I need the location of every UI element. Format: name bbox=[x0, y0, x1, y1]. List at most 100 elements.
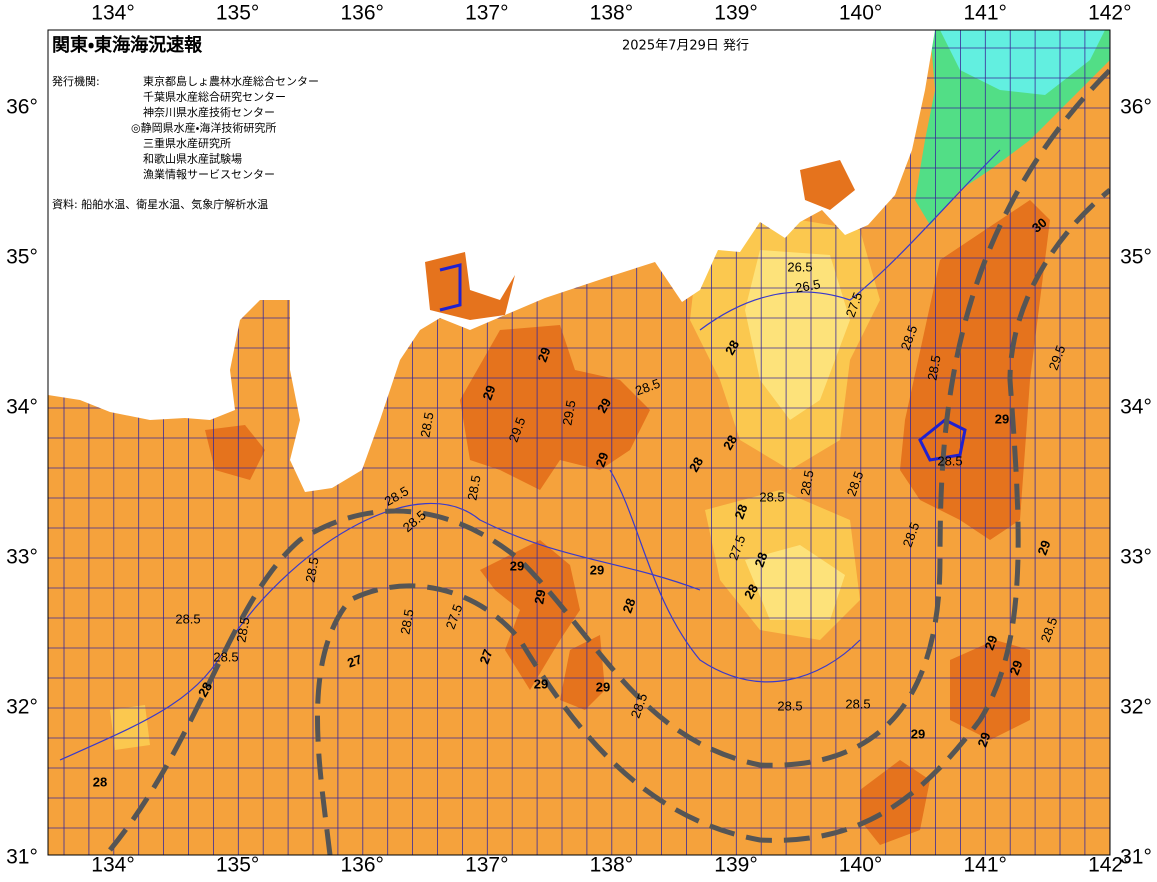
contour-label: 29.5 bbox=[559, 399, 578, 427]
current-axis bbox=[108, 68, 1110, 852]
contour-label: 28 bbox=[722, 337, 742, 357]
lat-label-left: 31° bbox=[6, 846, 38, 869]
lat-label-right: 35° bbox=[1120, 246, 1152, 269]
hot-zone bbox=[205, 425, 265, 480]
lon-label-bottom: 136° bbox=[340, 854, 383, 877]
contour-label: 27 bbox=[476, 647, 495, 666]
contour-label: 29 bbox=[981, 633, 1000, 652]
lon-label-top: 139° bbox=[714, 2, 757, 25]
source: 資料: 船舶水温、衛星水温、気象庁解析水温 bbox=[52, 197, 268, 211]
bay bbox=[800, 160, 855, 210]
issuer: 東京都島しょ農林水産総合センター bbox=[143, 74, 319, 88]
axes: 134° 134° 135° 135° 136° 136° 137° 137° 138° 138°… bbox=[6, 2, 1152, 877]
issuer: 千葉県水産総合研究センター bbox=[143, 90, 286, 104]
issuer: 三重県水産研究所 bbox=[143, 136, 231, 150]
hot-zone bbox=[860, 760, 930, 845]
contour-label: 28 bbox=[720, 432, 740, 452]
contour-label: 28.5 bbox=[937, 453, 962, 468]
contour-label: 29 bbox=[911, 726, 925, 741]
contour-label: 29 bbox=[974, 730, 993, 749]
lon-label-bottom: 135° bbox=[216, 854, 259, 877]
current-axis bbox=[315, 188, 1110, 855]
lon-label-bottom: 140° bbox=[839, 854, 882, 877]
contour-label: 28.5 bbox=[759, 489, 784, 504]
lon-label-top: 136° bbox=[340, 2, 383, 25]
contour-label: 29 bbox=[479, 383, 498, 402]
contour-label: 29 bbox=[510, 558, 524, 573]
contour-label: 28.5 bbox=[397, 608, 416, 636]
lon-label-bottom: 139° bbox=[714, 854, 757, 877]
contour-label: 29 bbox=[531, 588, 548, 605]
land bbox=[48, 30, 935, 492]
lon-label-top: 137° bbox=[465, 2, 508, 25]
hot-zone bbox=[950, 640, 1030, 740]
contour-label: 28.5 bbox=[213, 649, 238, 664]
lon-label-top: 138° bbox=[590, 2, 633, 25]
contour-label: 28.5 bbox=[777, 698, 802, 713]
lat-label-left: 33° bbox=[6, 546, 38, 569]
contour-label: 28.5 bbox=[302, 556, 321, 584]
contour-label: 28 bbox=[731, 502, 750, 521]
contour-line bbox=[918, 418, 967, 462]
contour-label: 26.5 bbox=[794, 276, 822, 295]
issuer: ◎静岡県水産・海洋技術研究所 bbox=[131, 121, 276, 135]
contour-label: 28.5 bbox=[175, 611, 200, 626]
lat-label-right: 34° bbox=[1120, 396, 1152, 419]
lon-label-bottom: 142° bbox=[1088, 854, 1131, 877]
contour-label: 28.5 bbox=[233, 616, 252, 644]
contour-label: 28.5 bbox=[797, 469, 816, 497]
lat-label-left: 35° bbox=[6, 246, 38, 269]
contour-label: 28.5 bbox=[464, 474, 483, 502]
contour-label: 29 bbox=[534, 345, 553, 364]
cool-zone bbox=[745, 250, 850, 420]
contour-label: 29 bbox=[590, 562, 604, 577]
contour-label: 29 bbox=[596, 679, 610, 694]
issuers-label: 発行機関: bbox=[52, 74, 100, 88]
contour-label: 28 bbox=[741, 581, 761, 601]
cool-zone bbox=[745, 545, 845, 620]
issuers: 東京都島しょ農林水産総合センター千葉県水産総合研究センター神奈川県水産技術センタ… bbox=[131, 74, 319, 181]
contour-label: 28 bbox=[686, 454, 706, 474]
lon-label-top: 142° bbox=[1088, 2, 1131, 25]
map-frame bbox=[47, 29, 1111, 856]
lat-label-right: 32° bbox=[1120, 696, 1152, 719]
lat-label-right: 33° bbox=[1120, 546, 1152, 569]
contour-label: 28.5 bbox=[845, 696, 870, 711]
contour-label: 28.5 bbox=[417, 411, 436, 439]
hot-zone bbox=[900, 200, 1050, 540]
lon-label-top: 140° bbox=[839, 2, 882, 25]
hot-zone bbox=[560, 635, 605, 710]
lon-label-bottom: 138° bbox=[590, 854, 633, 877]
lon-label-bottom: 141° bbox=[963, 854, 1006, 877]
issue-date: 2025年7月29日 発行 bbox=[622, 39, 749, 54]
lon-label-top: 141° bbox=[963, 2, 1006, 25]
lon-label-bottom: 137° bbox=[465, 854, 508, 877]
cold-zone bbox=[940, 30, 1105, 95]
contour-label: 28.5 bbox=[924, 354, 943, 382]
contour-label: 29 bbox=[592, 450, 611, 469]
lat-label-right: 31° bbox=[1120, 846, 1152, 869]
contour-label: 28 bbox=[751, 550, 770, 569]
contour-label: 28 bbox=[619, 596, 638, 615]
contour-label: 26.5 bbox=[787, 259, 812, 274]
contour-label: 29 bbox=[1034, 538, 1053, 557]
issuer: 神奈川県水産技術センター bbox=[143, 105, 275, 119]
contour-label: 29 bbox=[1006, 658, 1025, 677]
lon-label-bottom: 134° bbox=[91, 854, 134, 877]
contour-label: 28 bbox=[93, 774, 107, 789]
hot-zone bbox=[480, 540, 580, 690]
title: 関東・東海海況速報 bbox=[52, 34, 203, 56]
contour-label: 29 bbox=[534, 676, 548, 691]
contour-line bbox=[609, 469, 861, 683]
lat-label-left: 36° bbox=[6, 96, 38, 119]
contour-line bbox=[439, 263, 462, 312]
contour-label: 27 bbox=[345, 651, 364, 670]
hot-zone bbox=[460, 325, 650, 490]
lat-label-left: 34° bbox=[6, 396, 38, 419]
lon-label-top: 134° bbox=[91, 2, 134, 25]
